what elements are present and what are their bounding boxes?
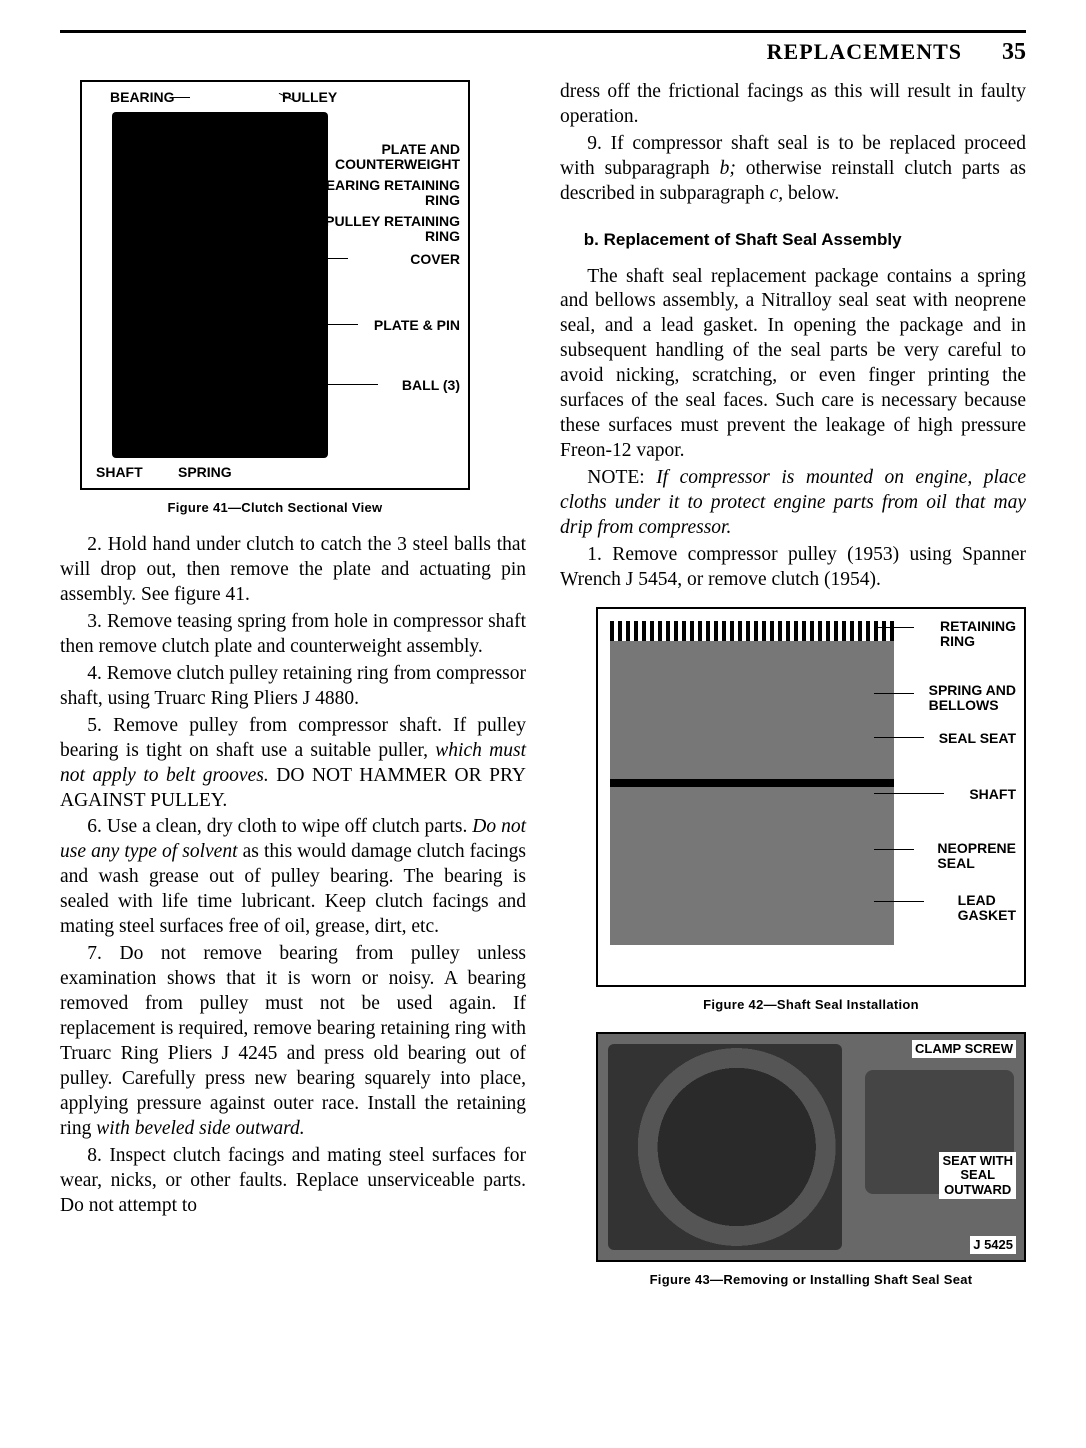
left-column: BEARING PULLEY PLATE AND COUNTERWEIGHT B… [60, 80, 526, 1287]
figure-42-caption: Figure 42—Shaft Seal Installation [596, 997, 1026, 1012]
fig42-label-retaining-ring: RETAINING RING [940, 619, 1016, 650]
fig41-label-bearing-ring: BEARING RETAINING RING [316, 178, 460, 209]
leader [308, 258, 348, 259]
figure-43: CLAMP SCREW SEAT WITH SEAL OUTWARD J 542… [596, 1032, 1026, 1262]
leader [308, 384, 378, 385]
left-body: 2. Hold hand under clutch to catch the 3… [60, 533, 526, 1219]
para-7: 7. Do not remove bearing from pulley unl… [60, 942, 526, 1142]
para-A: The shaft seal replacement package conta… [560, 265, 1026, 465]
fig42-label-shaft: SHAFT [969, 787, 1016, 802]
para-9e: below. [783, 183, 839, 204]
top-rule [60, 30, 1026, 33]
figure-41-caption: Figure 41—Clutch Sectional View [80, 500, 470, 515]
fig43-label-clamp-screw: CLAMP SCREW [912, 1040, 1016, 1058]
para-cont: dress off the frictional facings as this… [560, 80, 1026, 130]
leader [874, 627, 914, 628]
figure-42-art [610, 621, 894, 945]
right-body: dress off the frictional facings as this… [560, 80, 1026, 593]
leader [874, 901, 924, 902]
fig42-label-lead-gasket: LEAD GASKET [958, 893, 1016, 924]
fig41-label-plate-cw: PLATE AND COUNTERWEIGHT [335, 142, 460, 173]
fig42-label-seal-seat: SEAL SEAT [939, 731, 1016, 746]
leader [874, 693, 914, 694]
para-6a: 6. Use a clean, dry cloth to wipe off cl… [87, 816, 472, 837]
para-B: 1. Remove compressor pulley (1953) using… [560, 543, 1026, 593]
para-7a: 7. Do not remove bearing from pulley unl… [60, 943, 526, 1139]
para-5: 5. Remove pulley from compressor shaft. … [60, 714, 526, 814]
page-header: REPLACEMENTS 35 [60, 39, 1026, 66]
para-9: 9. If compressor shaft seal is to be rep… [560, 132, 1026, 207]
leader [170, 97, 190, 98]
para-2: 2. Hold hand under clutch to catch the 3… [60, 533, 526, 608]
two-column-layout: BEARING PULLEY PLATE AND COUNTERWEIGHT B… [60, 80, 1026, 1287]
fig41-label-ball: BALL (3) [402, 378, 460, 393]
note-label: NOTE: [587, 467, 656, 488]
fig43-label-tool: J 5425 [970, 1236, 1016, 1254]
fig41-label-spring: SPRING [178, 465, 232, 480]
figure-41-art [112, 112, 328, 458]
para-6: 6. Use a clean, dry cloth to wipe off cl… [60, 815, 526, 940]
para-3: 3. Remove teasing spring from hole in co… [60, 610, 526, 660]
subhead-b: b. Replacement of Shaft Seal Assembly [584, 229, 1026, 251]
para-4: 4. Remove clutch pulley retaining ring f… [60, 662, 526, 712]
header-title: REPLACEMENTS [767, 39, 962, 65]
fig42-label-neoprene: NEOPRENE SEAL [937, 841, 1016, 872]
leader [874, 737, 924, 738]
para-9b: b; [720, 158, 736, 179]
figure-43-caption: Figure 43—Removing or Installing Shaft S… [596, 1272, 1026, 1287]
figure-42: RETAINING RING SPRING AND BELLOWS SEAL S… [596, 607, 1026, 987]
para-note: NOTE: If compressor is mounted on engine… [560, 466, 1026, 541]
fig41-label-shaft: SHAFT [96, 465, 143, 480]
para-7b: with beveled side outward. [96, 1118, 304, 1139]
fig41-label-bearing: BEARING [110, 90, 175, 105]
fig41-label-cover: COVER [410, 252, 460, 267]
figure-43-art-left [608, 1044, 842, 1250]
right-column: dress off the frictional facings as this… [560, 80, 1026, 1287]
para-9d: c, [770, 183, 784, 204]
leader [874, 849, 914, 850]
header-page-number: 35 [1002, 39, 1026, 66]
fig41-label-pulley-ring: PULLEY RETAINING RING [325, 214, 460, 245]
fig42-label-spring-bellows: SPRING AND BELLOWS [929, 683, 1016, 714]
leader [874, 793, 944, 794]
fig41-label-plate-pin: PLATE & PIN [374, 318, 460, 333]
leader [308, 324, 358, 325]
fig43-label-seat-seal: SEAT WITH SEAL OUTWARD [939, 1152, 1016, 1199]
para-8: 8. Inspect clutch facings and mating ste… [60, 1144, 526, 1219]
figure-41: BEARING PULLEY PLATE AND COUNTERWEIGHT B… [80, 80, 470, 490]
